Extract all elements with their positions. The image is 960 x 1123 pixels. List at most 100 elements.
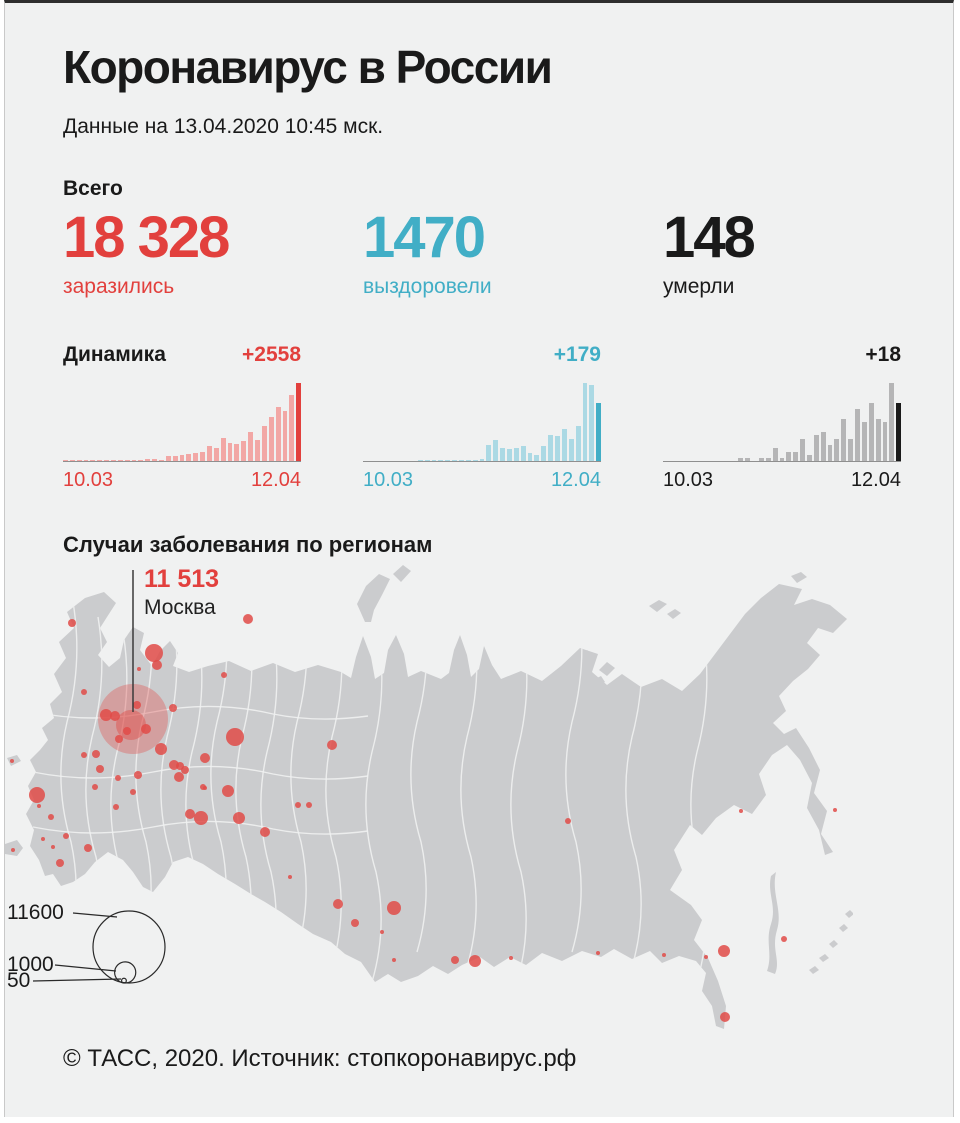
region-bubble xyxy=(718,945,730,958)
infected-axis-end: 12.04 xyxy=(250,469,301,492)
region-bubble xyxy=(194,811,208,826)
region-bubble xyxy=(233,812,245,825)
region-bubble xyxy=(10,759,14,764)
region-bubble xyxy=(185,809,195,820)
region-bubble xyxy=(327,740,337,751)
infected-axis-start: 10.03 xyxy=(63,469,114,492)
legend-circle xyxy=(114,961,137,984)
dynamics-header-deaths: +18 xyxy=(663,343,901,367)
infected-bars xyxy=(63,381,302,463)
data-timestamp: Данные на 13.04.2020 10:45 мск. xyxy=(63,115,384,139)
region-bubble xyxy=(333,899,343,910)
dynamics-header-infected: Динамика +2558 xyxy=(63,343,301,367)
region-bubble xyxy=(11,848,15,853)
moscow-callout-region: Москва xyxy=(144,596,216,619)
region-bubble xyxy=(81,689,87,696)
totals-label: Всего xyxy=(63,177,123,201)
deaths-axis-end: 12.04 xyxy=(850,469,901,492)
bubble-size-legend xyxy=(92,910,166,984)
region-bubble xyxy=(37,804,41,809)
region-bubble xyxy=(92,750,100,759)
region-bubble xyxy=(662,953,666,958)
region-bubble xyxy=(115,735,123,744)
region-bubble xyxy=(141,724,151,735)
legend-line-50 xyxy=(32,978,122,982)
region-bubble xyxy=(110,711,120,722)
region-bubble xyxy=(781,936,787,943)
region-bubble xyxy=(81,752,87,759)
russia-landmass xyxy=(5,565,854,1030)
region-bubble xyxy=(134,771,142,780)
deaths-bars xyxy=(663,381,902,463)
region-bubble xyxy=(155,743,167,756)
source-credit: © ТАСС, 2020. Источник: стопкоронавирус.… xyxy=(63,1045,577,1073)
region-bubble xyxy=(169,704,177,713)
region-bubble xyxy=(113,804,119,811)
legend-circle xyxy=(120,977,127,984)
region-bubble xyxy=(51,845,55,850)
infected-bar-chart: 10.03 12.04 xyxy=(63,381,302,492)
legend-line-1000 xyxy=(54,964,117,972)
region-bubble xyxy=(288,875,292,880)
stat-deaths: 148 умерли xyxy=(663,201,901,299)
region-bubble xyxy=(133,701,141,710)
region-bubble xyxy=(596,951,600,956)
recovered-axis-end: 12.04 xyxy=(550,469,601,492)
russia-map-svg: 11 513 Москва 11600 1000 50 xyxy=(5,565,854,1030)
legend-line-11600 xyxy=(72,912,118,918)
region-bubble xyxy=(137,667,141,672)
region-bubble xyxy=(96,765,104,774)
region-bubble xyxy=(130,789,136,796)
legend-label-50: 50 xyxy=(7,969,30,992)
region-bubble xyxy=(739,809,743,814)
region-bubble xyxy=(48,814,54,821)
region-bubble xyxy=(29,787,45,804)
region-bubble xyxy=(720,1012,730,1023)
region-bubble xyxy=(243,614,253,625)
legend-circle xyxy=(92,910,166,984)
region-bubble xyxy=(295,802,301,809)
region-bubble xyxy=(380,930,384,935)
moscow-bubble xyxy=(98,684,168,755)
region-bubble xyxy=(200,753,210,764)
region-bubble xyxy=(176,762,184,771)
region-bubble xyxy=(226,728,244,747)
totals-row: 18 328 заразились 1470 выздоровели 148 у… xyxy=(63,201,901,299)
region-bubble xyxy=(260,827,270,838)
case-bubbles xyxy=(10,614,837,1023)
region-bubble xyxy=(221,672,227,679)
region-bubble xyxy=(145,644,163,663)
charts-row: 10.03 12.04 10.03 12.04 10.03 12.04 xyxy=(63,367,902,492)
deaths-delta: +18 xyxy=(865,343,901,367)
region-bubble xyxy=(123,727,131,736)
legend-label-11600: 11600 xyxy=(7,901,64,924)
region-bubble xyxy=(565,818,571,825)
page-title: Коронавирус в России xyxy=(63,41,553,93)
region-bubble xyxy=(92,784,98,791)
recovered-bars xyxy=(363,381,602,463)
deaths-bar-chart: 10.03 12.04 xyxy=(663,381,902,492)
region-bubble xyxy=(100,709,112,722)
recovered-label: выздоровели xyxy=(363,275,492,299)
region-bubble xyxy=(387,901,401,916)
infographic-frame: Коронавирус в России Данные на 13.04.202… xyxy=(4,0,954,1117)
legend-label-1000: 1000 xyxy=(7,953,54,976)
region-bubble xyxy=(174,772,184,783)
recovered-value: 1470 xyxy=(363,205,486,271)
region-bubble xyxy=(115,775,121,782)
infected-label: заразились xyxy=(63,275,175,299)
region-bubble xyxy=(704,955,708,960)
region-bubble xyxy=(68,619,76,628)
region-bubble xyxy=(509,956,513,961)
region-bubble xyxy=(84,844,92,853)
region-bubble xyxy=(63,833,69,840)
stat-recovered: 1470 выздоровели xyxy=(363,201,601,299)
map-section-title: Случаи заболевания по регионам xyxy=(63,532,433,558)
recovered-delta: +179 xyxy=(553,343,601,367)
region-bubble xyxy=(451,956,459,965)
region-bubble xyxy=(203,786,207,791)
infected-value: 18 328 xyxy=(63,205,230,271)
region-bubble xyxy=(152,660,162,671)
dynamics-header-recovered: +179 xyxy=(363,343,601,367)
moscow-callout-value: 11 513 xyxy=(144,565,219,593)
